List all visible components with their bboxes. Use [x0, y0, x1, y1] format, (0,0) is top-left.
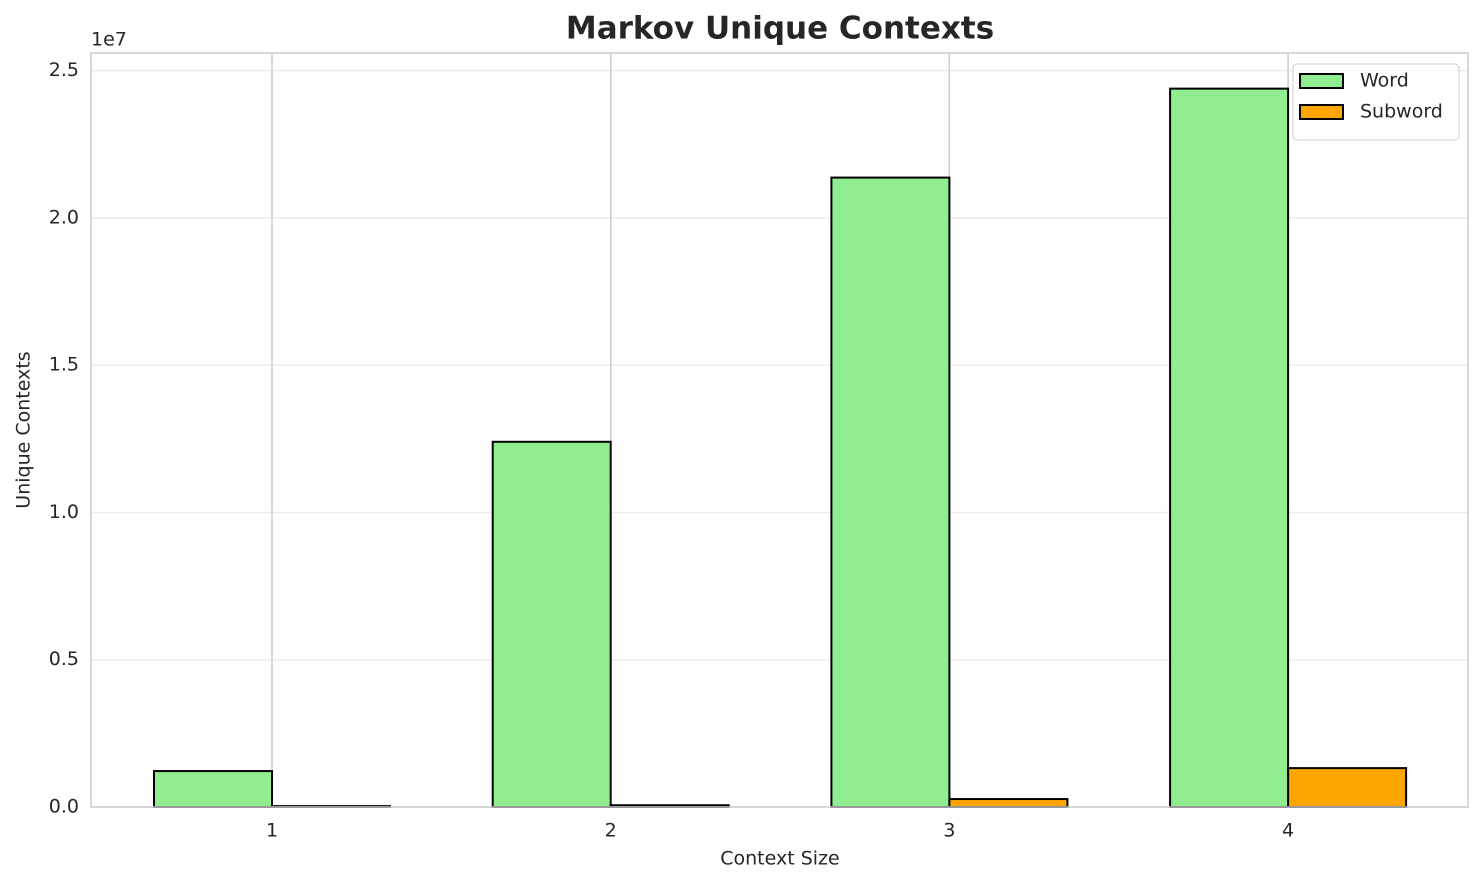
- y-tick-label: 1.0: [49, 501, 79, 523]
- x-tick-label: 4: [1282, 820, 1294, 842]
- bar: [153, 770, 273, 809]
- x-tick-label: 1: [266, 820, 278, 842]
- legend-swatch: [1299, 73, 1344, 89]
- legend-label: Word: [1360, 70, 1409, 92]
- x-axis-label: Context Size: [720, 848, 839, 870]
- y-tick-label: 2.5: [49, 59, 79, 81]
- y-offset-label: 1e7: [91, 29, 127, 51]
- bar: [1287, 767, 1408, 809]
- chart-title: Markov Unique Contexts: [566, 11, 994, 47]
- bar: [491, 440, 612, 808]
- y-axis-label: Unique Contexts: [13, 351, 35, 508]
- x-tick-label: 2: [605, 820, 617, 842]
- bar: [830, 176, 951, 808]
- y-tick-label: 2.0: [49, 206, 79, 228]
- plot-frame: [90, 52, 1469, 808]
- y-tick-label: 1.5: [49, 354, 79, 376]
- legend-swatch: [1299, 104, 1344, 120]
- bar: [1169, 87, 1290, 808]
- bar: [948, 798, 1069, 809]
- legend-label: Subword: [1360, 101, 1443, 123]
- y-tick-label: 0.0: [49, 796, 79, 818]
- x-tick-label: 3: [943, 820, 955, 842]
- y-tick-label: 0.5: [49, 648, 79, 670]
